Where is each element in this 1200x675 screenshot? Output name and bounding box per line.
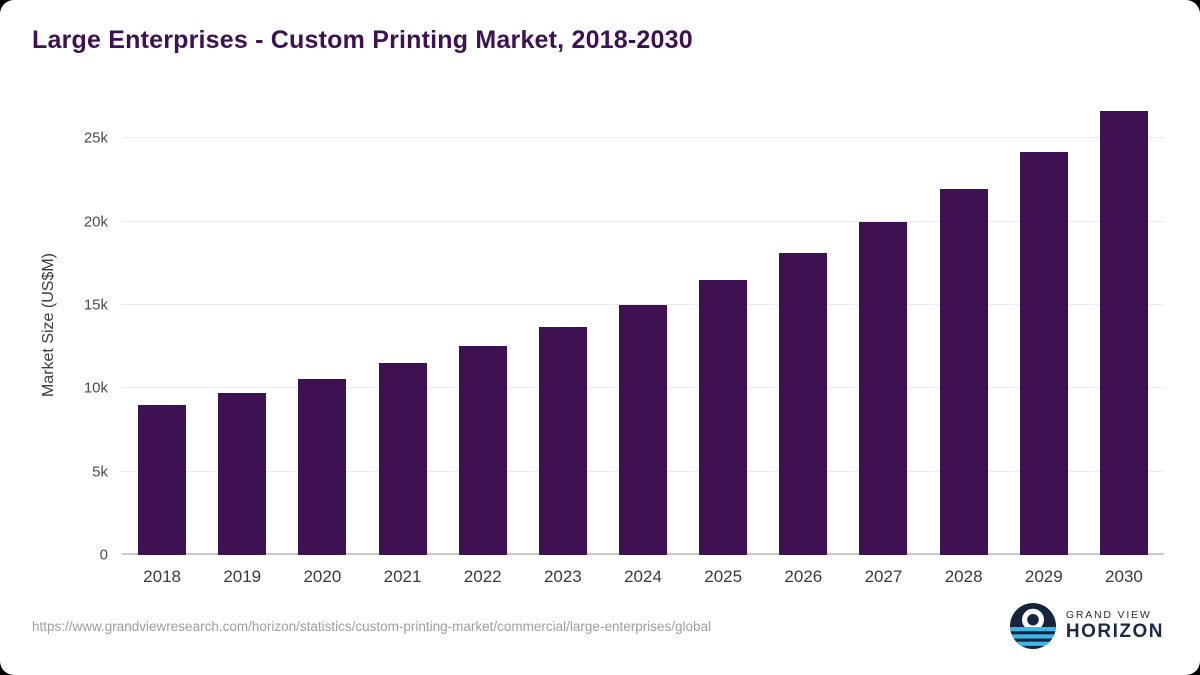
bar-column (443, 95, 523, 555)
x-tick-label-2021: 2021 (383, 567, 422, 586)
plot-area (122, 95, 1164, 555)
gridline (122, 304, 1164, 305)
y-tick-label: 15k (83, 296, 108, 314)
bar-2018 (138, 405, 187, 555)
bar-2026 (779, 253, 828, 555)
bar-2020 (298, 379, 347, 555)
x-tick-label-2028: 2028 (944, 567, 983, 586)
chart-title: Large Enterprises - Custom Printing Mark… (32, 26, 693, 54)
y-axis-ticks: 0 5k 10k 15k 20k 25k (66, 95, 122, 564)
x-tick-label-2018: 2018 (143, 567, 181, 586)
bar-column (282, 95, 362, 555)
x-tick-label-2024: 2024 (624, 567, 662, 586)
x-tick-label-2025: 2025 (704, 567, 743, 586)
bar-chart: Market Size (US$M) 0 5k 10k 15k 20k 25k (32, 95, 1164, 564)
bar-column (843, 95, 923, 555)
grand-view-horizon-logo: GRAND VIEW HORIZON (1009, 603, 1164, 649)
x-tick-label-2019: 2019 (223, 567, 262, 586)
horizon-logo-icon (1009, 603, 1056, 649)
x-tick-label-2026: 2026 (784, 567, 823, 586)
bar-column (1004, 95, 1084, 555)
gridline (122, 220, 1164, 222)
bar-2028 (939, 189, 988, 555)
bar-column (924, 95, 1004, 555)
x-tick-label-2023: 2023 (543, 567, 582, 586)
bar-column (122, 95, 202, 555)
bar-2025 (699, 280, 748, 555)
source-url: https://www.grandviewresearch.com/horizo… (32, 618, 712, 634)
bar-2022 (458, 345, 507, 555)
logo-text: GRAND VIEW HORIZON (1066, 609, 1164, 643)
x-tick-label-2029: 2029 (1024, 567, 1063, 586)
bar-column (523, 95, 603, 555)
bar-2021 (378, 363, 427, 555)
x-tick-label-2027: 2027 (864, 567, 903, 586)
x-tick-label-2022: 2022 (463, 567, 502, 586)
gridline (122, 137, 1164, 139)
bar-2030 (1099, 110, 1148, 555)
x-tick-label-2020: 2020 (303, 567, 342, 586)
bar-column (362, 95, 442, 555)
y-tick-label: 20k (83, 213, 108, 231)
y-tick-label: 10k (83, 379, 108, 397)
bar-column (683, 95, 763, 555)
x-axis: 2018 2019 2020 2021 2022 2023 2024 2025 2026 2027… (32, 555, 1164, 587)
y-tick-label: 5k (92, 463, 108, 481)
logo-line-grand-view: GRAND VIEW (1065, 609, 1152, 622)
footer: https://www.grandviewresearch.com/horizo… (32, 603, 1164, 659)
logo-line-horizon: HORIZON (1065, 621, 1164, 643)
bar-2027 (859, 221, 908, 555)
bar-column (202, 95, 282, 555)
bar-2029 (1019, 151, 1068, 555)
bar-column (603, 95, 683, 555)
bar-2023 (538, 326, 587, 555)
x-tick-label-2030: 2030 (1105, 567, 1143, 586)
y-axis-title-cell: Market Size (US$M) (32, 95, 66, 555)
y-tick-label: 25k (83, 129, 108, 147)
bar-2024 (619, 305, 668, 555)
y-axis-title: Market Size (US$M) (40, 252, 57, 398)
x-axis-labels: 2018 2019 2020 2021 2022 2023 2024 2025 2026 2027… (122, 555, 1164, 587)
bar-column (763, 95, 843, 555)
y-tick-label: 0 (99, 546, 108, 564)
bar-2019 (218, 392, 267, 555)
bar-column (1084, 95, 1164, 555)
bars-row (122, 95, 1164, 555)
